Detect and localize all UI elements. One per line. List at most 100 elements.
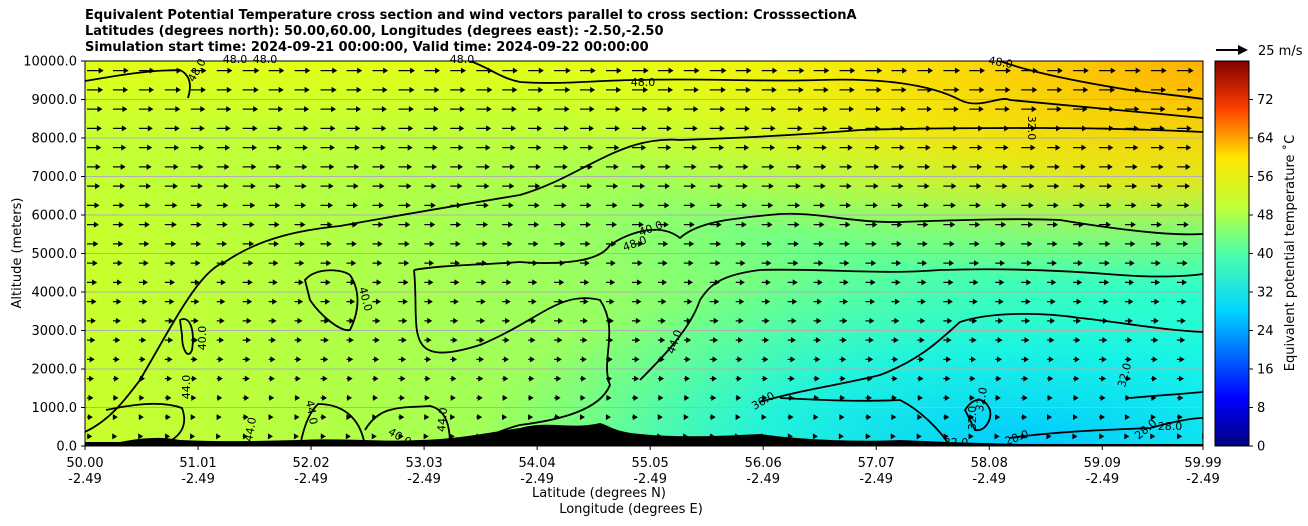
quiver-key: 25 m/s bbox=[1216, 44, 1303, 59]
x-tick-label-lon: -2.49 bbox=[1186, 472, 1220, 487]
wind-vector bbox=[580, 298, 589, 305]
wind-vector bbox=[502, 221, 514, 228]
wind-vector bbox=[606, 298, 615, 305]
wind-vector bbox=[268, 125, 283, 132]
wind-vector bbox=[268, 337, 276, 344]
wind-vector bbox=[138, 202, 151, 209]
wind-vector bbox=[294, 279, 304, 286]
wind-vector bbox=[554, 240, 566, 247]
wind-vector bbox=[346, 298, 355, 305]
wind-vector bbox=[735, 279, 745, 286]
wind-vector bbox=[554, 356, 562, 363]
wind-vector bbox=[995, 202, 1007, 209]
wind-vector bbox=[346, 317, 355, 324]
wind-vector bbox=[138, 317, 147, 324]
wind-vector bbox=[320, 279, 331, 286]
wind-vector bbox=[657, 375, 664, 382]
wind-vector bbox=[995, 221, 1007, 228]
wind-vector bbox=[891, 394, 897, 401]
wind-vector bbox=[1150, 433, 1156, 440]
wind-vector bbox=[320, 240, 332, 247]
wind-vector bbox=[190, 202, 203, 209]
wind-vector bbox=[450, 414, 456, 421]
wind-vector bbox=[1099, 356, 1107, 363]
wind-vector bbox=[138, 183, 151, 190]
wind-vector bbox=[709, 414, 716, 421]
contour-label: 40.0 bbox=[196, 326, 209, 351]
x-tick-label-lon: -2.49 bbox=[407, 472, 441, 487]
wind-vector bbox=[709, 337, 719, 344]
wind-vector bbox=[320, 414, 327, 421]
wind-vector bbox=[424, 67, 441, 74]
wind-vector bbox=[138, 298, 148, 305]
wind-vector bbox=[320, 375, 328, 382]
wind-vector bbox=[1176, 144, 1192, 151]
wind-vector bbox=[450, 375, 457, 382]
wind-vector bbox=[1099, 375, 1107, 382]
wind-vector bbox=[112, 317, 121, 324]
wind-vector bbox=[164, 260, 176, 267]
wind-vector bbox=[943, 279, 954, 286]
wind-vector bbox=[112, 375, 120, 382]
contour-line-48c bbox=[999, 61, 1203, 100]
wind-vector bbox=[1150, 375, 1158, 382]
wind-vector bbox=[709, 86, 726, 93]
wind-vector bbox=[164, 163, 179, 170]
wind-vector bbox=[1202, 204, 1203, 206]
wind-vector bbox=[138, 144, 153, 151]
wind-vector bbox=[1202, 224, 1203, 226]
wind-vector bbox=[761, 394, 768, 401]
wind-vector bbox=[969, 144, 983, 151]
wind-vector bbox=[1125, 356, 1132, 363]
wind-vector bbox=[995, 414, 1001, 421]
wind-vector bbox=[683, 67, 700, 74]
wind-vector bbox=[1150, 144, 1165, 151]
wind-vector bbox=[1099, 260, 1110, 267]
wind-vector bbox=[528, 356, 535, 363]
wind-vector bbox=[554, 279, 565, 286]
wind-vector bbox=[450, 317, 459, 324]
wind-vector bbox=[398, 240, 410, 247]
contour-label: 44.0 bbox=[435, 407, 450, 433]
colorbar-ticks: 0 8 16 24 32 40 48 56 64 72 bbox=[1249, 93, 1274, 455]
wind-vector bbox=[1047, 356, 1054, 363]
wind-vector bbox=[943, 260, 955, 267]
wind-vector bbox=[190, 106, 206, 113]
wind-vector bbox=[190, 298, 200, 305]
wind-vector bbox=[1073, 414, 1078, 421]
wind-vector bbox=[424, 106, 439, 113]
wind-vector bbox=[1099, 183, 1113, 190]
wind-vector bbox=[580, 260, 590, 267]
colorbar-label: Equivalent potential temperature ˚C bbox=[1282, 135, 1298, 371]
wind-vector bbox=[476, 279, 487, 286]
wind-vector bbox=[476, 375, 484, 382]
wind-vector bbox=[813, 337, 821, 344]
wind-vector bbox=[190, 279, 200, 286]
wind-vector bbox=[424, 298, 433, 305]
wind-vector bbox=[761, 125, 776, 132]
wind-vector bbox=[813, 414, 819, 421]
contour-line-32b bbox=[779, 397, 951, 446]
wind-vector bbox=[190, 125, 205, 132]
wind-vector bbox=[1124, 414, 1130, 421]
wind-vector bbox=[554, 106, 570, 113]
wind-vector bbox=[943, 86, 960, 93]
wind-vector bbox=[450, 337, 458, 344]
wind-vector bbox=[761, 86, 777, 93]
colorbar-tick-label: 56 bbox=[1257, 170, 1274, 185]
wind-vector bbox=[502, 317, 511, 324]
wind-vector bbox=[1021, 106, 1037, 113]
wind-vector bbox=[995, 260, 1005, 267]
wind-vector bbox=[216, 106, 232, 113]
wind-vector bbox=[1099, 433, 1105, 440]
wind-vector bbox=[735, 240, 747, 247]
wind-vector bbox=[1202, 185, 1203, 187]
wind-vector bbox=[1047, 183, 1060, 190]
contour-line-48b bbox=[469, 61, 1203, 119]
x-tick-label-lat: 59.09 bbox=[1084, 456, 1121, 471]
colorbar-tick-label: 32 bbox=[1257, 286, 1274, 301]
wind-vector bbox=[683, 337, 692, 344]
wind-vector bbox=[1021, 375, 1029, 382]
wind-vector bbox=[294, 67, 311, 74]
x-tick-label-lon: -2.49 bbox=[68, 472, 102, 487]
